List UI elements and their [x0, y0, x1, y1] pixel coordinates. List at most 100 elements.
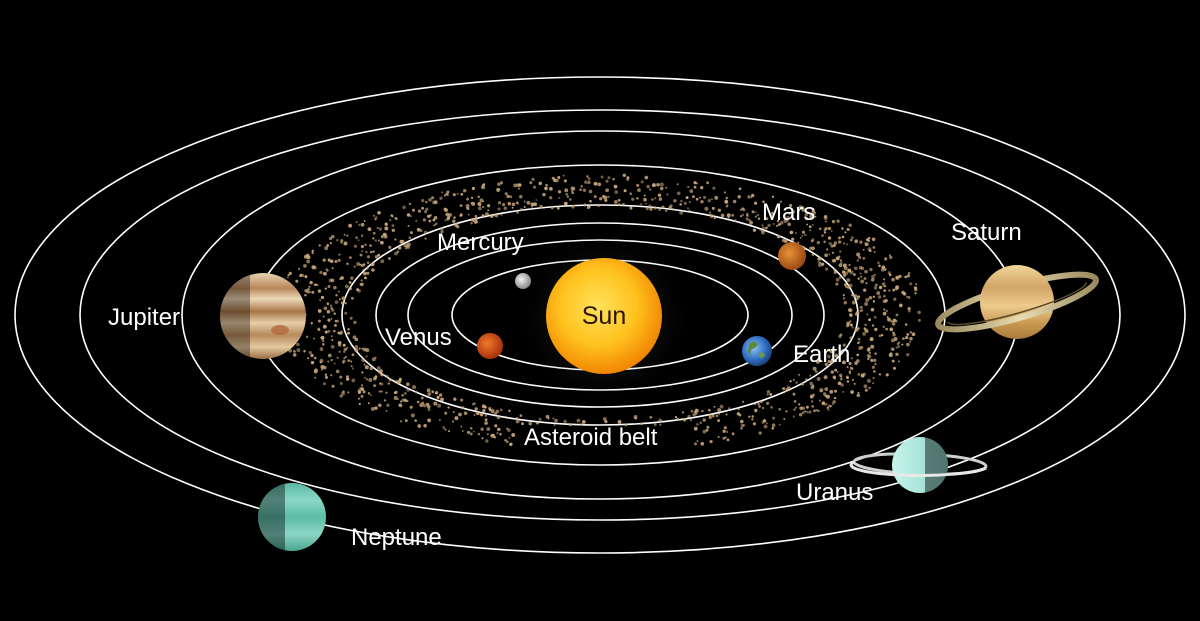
asteroid-dot — [643, 194, 646, 197]
asteroid-dot — [558, 196, 561, 199]
asteroid-dot — [812, 384, 815, 387]
asteroid-dot — [496, 432, 499, 435]
asteroid-dot — [330, 335, 333, 338]
asteroid-dot — [824, 227, 828, 231]
asteroid-dot — [374, 239, 377, 242]
asteroid-dot — [331, 339, 334, 341]
asteroid-dot — [851, 293, 854, 297]
asteroid-dot — [867, 236, 871, 240]
asteroid-dot — [895, 275, 900, 280]
asteroid-dot — [444, 428, 447, 431]
asteroid-dot — [605, 179, 609, 183]
asteroid-dot — [401, 394, 404, 397]
asteroid-dot — [801, 406, 806, 411]
asteroid-dot — [555, 178, 559, 183]
asteroid-dot — [326, 309, 331, 314]
asteroid-dot — [433, 216, 438, 220]
asteroid-dot — [783, 417, 786, 421]
asteroid-dot — [693, 426, 698, 431]
asteroid-dot — [679, 210, 684, 215]
asteroid-dot — [500, 213, 503, 216]
asteroid-dot — [845, 285, 848, 289]
asteroid-dot — [372, 237, 375, 240]
asteroid-dot — [343, 233, 346, 236]
asteroid-dot — [917, 318, 921, 322]
asteroid-dot — [860, 279, 865, 284]
asteroid-dot — [872, 295, 876, 299]
asteroid-dot — [745, 212, 749, 216]
asteroid-dot — [549, 196, 553, 200]
asteroid-dot — [481, 185, 485, 190]
asteroid-dot — [848, 370, 852, 374]
asteroid-dot — [497, 207, 501, 211]
asteroid-dot — [310, 360, 315, 365]
asteroid-dot — [828, 253, 831, 256]
asteroid-dot — [839, 250, 842, 253]
asteroid-dot — [406, 399, 409, 402]
asteroid-dot — [476, 412, 480, 416]
asteroid-dot — [906, 274, 911, 278]
asteroid-dot — [842, 297, 846, 300]
asteroid-dot — [388, 245, 392, 249]
asteroid-dot — [366, 261, 370, 265]
asteroid-dot — [469, 432, 473, 436]
asteroid-dot — [849, 366, 854, 370]
mars-label: Mars — [762, 199, 815, 226]
asteroid-dot — [487, 209, 490, 212]
asteroid-dot — [804, 410, 807, 413]
asteroid-dot — [864, 302, 869, 306]
asteroid-dot — [396, 380, 401, 385]
asteroid-dot — [361, 347, 364, 350]
asteroid-dot — [676, 183, 679, 186]
asteroid-dot — [322, 324, 327, 329]
asteroid-dot — [868, 351, 871, 355]
asteroid-dot — [425, 207, 429, 211]
asteroid-dot — [456, 225, 460, 229]
asteroid-dot — [593, 194, 597, 199]
asteroid-dot — [869, 337, 874, 342]
asteroid-dot — [327, 318, 331, 322]
asteroid-dot — [372, 250, 375, 253]
asteroid-dot — [360, 222, 365, 227]
asteroid-dot — [369, 244, 372, 247]
asteroid-dot — [511, 206, 514, 209]
asteroid-dot — [800, 382, 804, 386]
asteroid-dot — [384, 222, 388, 226]
asteroid-dot — [579, 188, 582, 191]
asteroid-dot — [708, 415, 712, 420]
asteroid-dot — [873, 286, 878, 290]
asteroid-dot — [833, 396, 837, 400]
asteroid-dot — [792, 415, 795, 418]
asteroid-dot — [313, 356, 317, 360]
asteroid-dot — [313, 283, 317, 287]
asteroid-dot — [350, 296, 354, 300]
asteroid-dot — [734, 219, 737, 222]
asteroid-dot — [811, 405, 814, 408]
asteroid-dot — [909, 336, 913, 341]
asteroid-dot — [568, 198, 572, 201]
asteroid-dot — [823, 240, 826, 244]
asteroid-dot — [872, 300, 876, 303]
asteroid-dot — [350, 276, 354, 280]
asteroid-dot — [338, 298, 342, 301]
asteroid-dot — [613, 199, 618, 204]
asteroid-dot — [444, 219, 447, 222]
asteroid-dot — [699, 421, 703, 425]
asteroid-dot — [864, 388, 868, 392]
asteroid-dot — [354, 348, 359, 353]
asteroid-dot — [431, 196, 435, 200]
asteroid-dot — [474, 220, 478, 224]
asteroid-dot — [830, 358, 834, 362]
asteroid-dot — [376, 227, 379, 229]
asteroid-dot — [446, 190, 450, 194]
asteroid-dot — [793, 399, 797, 403]
uranus-label: Uranus — [796, 479, 873, 506]
asteroid-dot — [441, 191, 444, 194]
asteroid-dot — [346, 234, 349, 237]
asteroid-dot — [296, 342, 300, 347]
asteroid-dot — [405, 244, 409, 248]
asteroid-dot — [570, 186, 575, 191]
asteroid-dot — [467, 213, 470, 216]
asteroid-dot — [849, 323, 853, 327]
